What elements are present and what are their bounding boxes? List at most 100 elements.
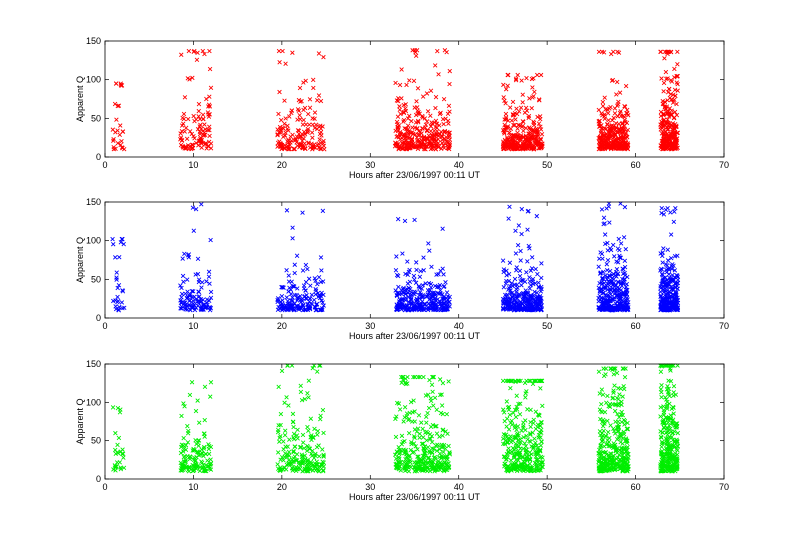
data-point	[393, 80, 398, 86]
x-tick-label: 70	[719, 160, 729, 170]
data-point	[193, 438, 198, 443]
data-point	[320, 407, 326, 413]
data-point	[604, 400, 609, 405]
data-point	[530, 85, 535, 90]
data-point	[501, 82, 506, 88]
data-point	[277, 60, 282, 65]
data-point	[397, 407, 403, 412]
data-point	[421, 255, 426, 260]
data-point	[507, 105, 513, 110]
data-point	[535, 271, 540, 277]
data-point	[318, 416, 323, 422]
data-point	[405, 281, 411, 286]
data-point	[518, 258, 523, 263]
data-point	[440, 226, 445, 231]
data-point	[446, 443, 451, 449]
data-point	[206, 104, 211, 109]
data-point	[184, 277, 190, 282]
data-point	[623, 246, 629, 252]
data-point	[414, 267, 419, 273]
data-point	[292, 454, 298, 459]
data-point	[520, 92, 525, 97]
data-point	[446, 379, 451, 384]
data-point	[413, 53, 419, 59]
data-point	[428, 113, 433, 118]
data-point	[318, 98, 324, 104]
data-point	[519, 283, 524, 288]
data-point	[298, 389, 304, 395]
data-point	[507, 204, 512, 210]
x-tick-label: 70	[719, 321, 729, 331]
data-point	[539, 439, 544, 444]
data-point	[404, 82, 409, 88]
y-tick-label: 0	[96, 474, 101, 484]
data-point	[659, 382, 664, 388]
x-tick-label: 10	[188, 482, 198, 492]
data-point	[115, 442, 120, 448]
data-point	[115, 294, 120, 300]
data-point	[399, 433, 405, 439]
data-point	[602, 95, 607, 100]
data-point	[406, 430, 412, 436]
data-point	[606, 117, 611, 123]
data-point	[181, 111, 187, 117]
data-point	[597, 407, 603, 412]
data-point	[393, 268, 399, 273]
data-point	[397, 104, 402, 109]
data-point	[204, 279, 209, 284]
data-point	[524, 75, 529, 81]
data-point	[307, 296, 313, 302]
data-point	[506, 216, 511, 221]
data-point	[432, 395, 438, 401]
data-point	[414, 99, 419, 104]
data-point	[118, 81, 123, 86]
data-point	[411, 78, 417, 84]
data-point	[532, 436, 537, 441]
data-point	[288, 134, 293, 139]
data-point	[616, 236, 621, 242]
data-point	[202, 130, 207, 135]
data-point	[275, 450, 281, 455]
data-point	[426, 241, 431, 246]
cluster-5	[500, 204, 544, 313]
data-point	[310, 122, 315, 127]
y-tick-label: 50	[91, 274, 101, 284]
data-point	[527, 286, 533, 291]
data-point	[539, 275, 544, 281]
data-point	[405, 259, 410, 264]
data-point	[612, 383, 617, 388]
data-point	[207, 66, 213, 72]
data-point	[601, 428, 606, 434]
data-point	[608, 104, 613, 110]
data-point	[306, 395, 311, 400]
data-point	[425, 445, 431, 450]
data-point	[279, 368, 285, 374]
data-point	[412, 217, 417, 223]
data-point	[192, 48, 197, 54]
data-point	[539, 132, 545, 137]
data-point	[120, 129, 125, 134]
data-point	[520, 100, 525, 105]
data-point	[309, 130, 315, 135]
data-point	[205, 458, 210, 463]
data-point	[659, 394, 664, 400]
data-point	[207, 48, 212, 54]
data-point	[204, 96, 209, 102]
data-point	[668, 78, 674, 83]
data-point	[397, 82, 403, 88]
data-point	[430, 389, 435, 395]
data-point	[533, 426, 539, 432]
data-point	[203, 141, 208, 147]
y-tick-label: 50	[91, 113, 101, 123]
data-point	[206, 112, 211, 117]
data-point	[615, 246, 621, 251]
data-point	[622, 374, 628, 380]
data-point	[659, 205, 664, 211]
data-point	[621, 383, 626, 389]
data-point	[534, 72, 540, 78]
data-point	[502, 418, 507, 424]
data-point	[501, 285, 507, 290]
data-point	[605, 257, 611, 263]
x-tick-label: 40	[454, 482, 464, 492]
data-point	[596, 369, 602, 374]
